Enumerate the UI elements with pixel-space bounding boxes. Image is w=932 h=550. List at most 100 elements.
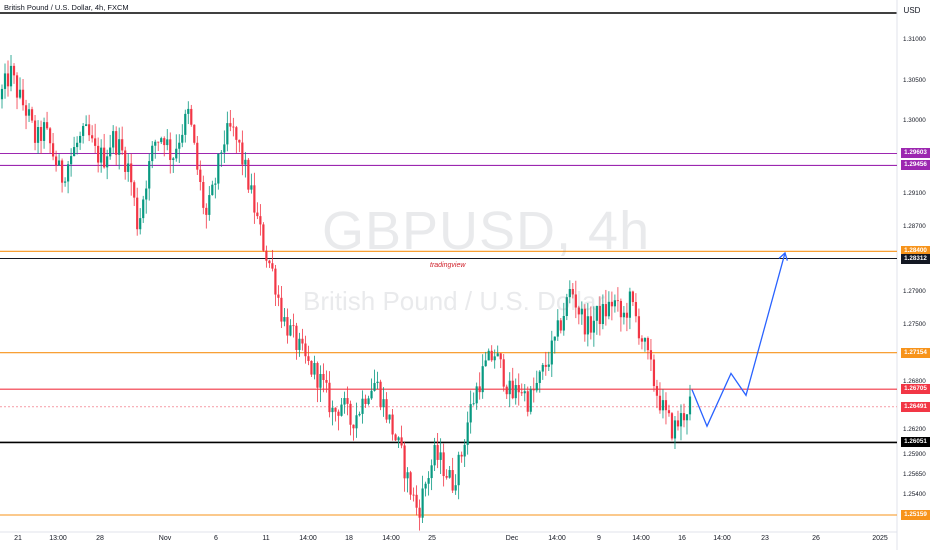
candle-body (51, 143, 55, 157)
candle-body (589, 316, 592, 333)
time-label: 14:00 (632, 535, 650, 542)
candle-body (196, 142, 199, 170)
time-label: 23 (761, 535, 769, 542)
candle-body (487, 350, 490, 361)
candle-body (63, 181, 67, 183)
candle-body (439, 452, 442, 460)
candle-body (586, 316, 589, 335)
currency-selector[interactable]: USD (903, 6, 921, 15)
candle-body (658, 395, 662, 411)
candle-body (550, 340, 553, 365)
candle-body (319, 373, 322, 388)
candle-body (490, 350, 493, 361)
candle-body (54, 156, 58, 166)
candle-body (553, 336, 556, 341)
price-tick: 1.29100 (903, 190, 926, 198)
candle-body (565, 297, 568, 317)
candle-body (433, 445, 436, 466)
candle-body (394, 434, 397, 441)
candle-body (295, 325, 298, 350)
candle-body (391, 414, 394, 435)
candle-body (313, 363, 316, 375)
projection-path[interactable] (691, 251, 788, 428)
candle-body (592, 320, 595, 333)
time-label: 18 (345, 535, 353, 542)
candle-body (469, 404, 472, 423)
candle-body (79, 135, 82, 143)
candle-body (292, 325, 295, 327)
candle-body (211, 184, 214, 196)
candle-body (12, 65, 16, 76)
candle-body (250, 185, 253, 190)
candle-body (622, 312, 626, 318)
candle-body (271, 263, 274, 269)
time-label: Dec (505, 535, 519, 542)
candle-body (652, 359, 656, 387)
candle-body (39, 127, 43, 141)
candle-body (547, 364, 550, 367)
candle-body (316, 363, 319, 388)
price-tick: 1.27500 (903, 320, 926, 328)
candle-body (484, 360, 487, 367)
watermark-symbol: GBPUSD, 4h (322, 201, 651, 261)
candle-body (27, 109, 31, 116)
candles (0, 55, 692, 531)
time-label: 11 (262, 535, 270, 542)
candle-body (595, 305, 598, 321)
candle-body (400, 437, 403, 446)
candle-body (544, 364, 547, 367)
candle-body (556, 320, 559, 337)
candle-body (571, 289, 574, 295)
horizontal-levels[interactable] (0, 152, 897, 516)
level-label-7: 1.26051 (901, 437, 930, 448)
candle-body (97, 145, 100, 163)
candle-body (367, 398, 370, 404)
candle-body (331, 407, 334, 413)
candle-body (424, 483, 427, 489)
level-label-1: 1.29456 (901, 160, 930, 171)
candle-body (346, 398, 349, 404)
candle-body (493, 356, 496, 361)
candle-body (181, 134, 184, 143)
level-label-0: 1.29603 (901, 148, 930, 159)
candle-body (670, 413, 674, 439)
candle-body (139, 218, 142, 230)
candle-body (21, 89, 25, 106)
candle-body (301, 338, 304, 344)
candle-body (36, 127, 40, 143)
candle-body (607, 301, 610, 317)
candle-body (625, 312, 629, 318)
projection-line[interactable] (691, 252, 786, 428)
candle-body (88, 124, 91, 136)
time-label: 26 (812, 535, 820, 542)
time-label: 2025 (872, 535, 888, 542)
candle-body (577, 307, 580, 315)
candle-body (403, 445, 406, 479)
candle-body (640, 338, 644, 342)
candle-body (610, 301, 613, 307)
candle-body (502, 359, 505, 387)
candle-body (268, 260, 271, 264)
candle-body (73, 147, 76, 157)
candle-body (559, 320, 562, 331)
candle-body (136, 197, 139, 230)
candle-body (604, 304, 607, 317)
candle-body (643, 338, 647, 342)
candle-body (349, 403, 352, 425)
candle-body (127, 163, 130, 172)
candle-body (562, 316, 565, 331)
candle-body (676, 420, 680, 427)
candle-body (298, 338, 301, 350)
candle-body (283, 317, 286, 322)
candle-body (253, 185, 256, 213)
candle-body (445, 476, 448, 478)
candle-body (76, 142, 79, 148)
time-label: 28 (96, 535, 104, 542)
candle-body (427, 478, 430, 484)
candle-body (6, 73, 10, 87)
level-label-3: 1.28312 (901, 253, 930, 264)
candle-body (24, 105, 28, 116)
candle-body (538, 371, 541, 383)
candle-body (343, 398, 346, 405)
